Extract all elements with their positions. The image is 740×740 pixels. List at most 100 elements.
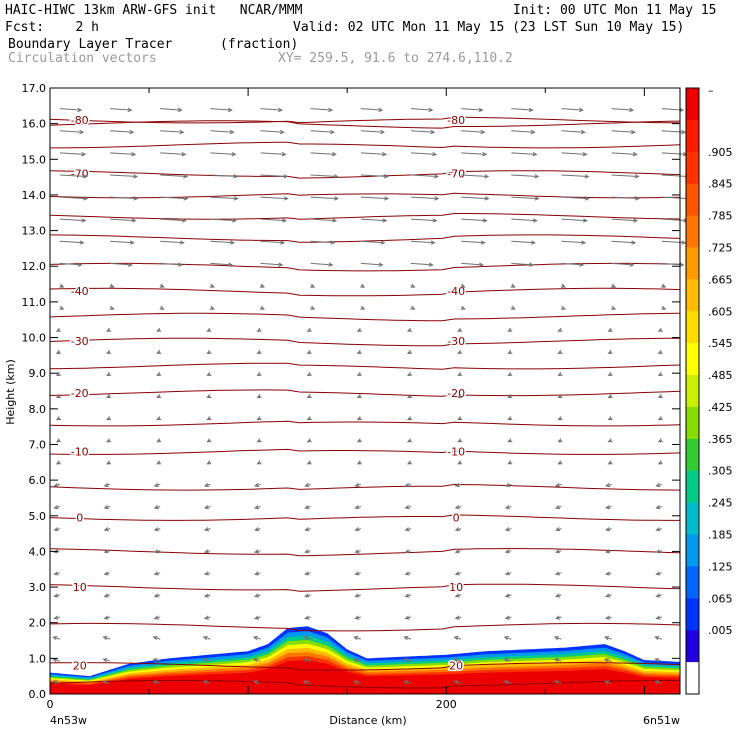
vector-arrowhead [406, 416, 413, 421]
vector-arrowhead [457, 371, 463, 376]
vector-arrowhead [404, 549, 410, 554]
vector-arrowhead [131, 151, 137, 157]
vector-arrowhead [231, 218, 237, 223]
circulation-vector [410, 108, 433, 111]
vector-arrowhead [280, 240, 286, 245]
circulation-vector [360, 108, 383, 111]
circulation-vector [260, 174, 288, 177]
y-tick-label: 2.0 [29, 617, 47, 630]
unlabeled-isotherm-11 [50, 141, 681, 149]
circulation-vector [110, 218, 136, 222]
vector-arrowhead [306, 327, 312, 332]
vector-arrowhead [256, 416, 262, 421]
colorbar-label: .605 [708, 305, 733, 318]
vector-arrowhead [634, 196, 640, 201]
circulation-vector [110, 108, 132, 111]
vector-arrowhead [159, 283, 165, 288]
vector-arrowhead [53, 482, 59, 488]
vector-arrowhead [77, 107, 83, 113]
vector-arrowhead [133, 174, 139, 179]
vector-arrowhead [360, 305, 366, 310]
vector-arrowhead [457, 393, 463, 399]
vector-arrowhead [230, 240, 236, 245]
vector-arrowhead [460, 305, 466, 310]
circulation-vector [160, 130, 184, 133]
circulation-vector [611, 262, 634, 266]
unlabeled-isotherm-5 [49, 362, 681, 370]
vector-arrowhead [484, 174, 490, 179]
y-tick-label: 5.0 [29, 510, 47, 523]
vector-arrowhead [356, 393, 362, 399]
vector-arrowhead [554, 593, 561, 598]
vector-arrowhead [478, 107, 484, 113]
circulation-vector [461, 130, 485, 133]
vector-arrowhead [507, 393, 513, 399]
colorbar-label: .485 [708, 369, 733, 382]
vector-arrowhead [507, 371, 513, 376]
vector-arrowhead [353, 636, 359, 641]
vector-arrowhead [127, 262, 133, 267]
vector-arrowhead [681, 129, 687, 135]
circulation-vector [661, 196, 690, 200]
vector-arrowhead [102, 658, 108, 663]
isotherm-label: -40 [447, 285, 465, 298]
colorbar-swatch [686, 534, 699, 567]
vector-arrowhead [457, 349, 463, 354]
vector-arrowhead [106, 393, 112, 399]
labeled-isotherm-28 [49, 116, 681, 124]
circulation-vector [561, 262, 584, 266]
vector-arrowhead [432, 218, 438, 223]
circulation-vector [511, 240, 535, 244]
circulation-vector [661, 240, 686, 244]
circulation-vector [260, 240, 285, 244]
vector-arrowhead [156, 393, 162, 399]
labeled-isotherm-21 [49, 583, 681, 592]
circulation-vector [260, 108, 282, 111]
vector-arrowhead [153, 482, 159, 488]
vector-arrowhead [661, 283, 667, 288]
vector-arrowhead [457, 438, 463, 443]
vector-arrowhead [360, 283, 366, 288]
vector-arrowhead [330, 240, 336, 245]
vector-arrowhead [183, 174, 189, 179]
circulation-vector [661, 174, 689, 177]
vector-arrowhead [428, 107, 434, 113]
vector-arrowhead [482, 151, 488, 157]
circulation-vector [511, 108, 533, 111]
vector-arrowhead [303, 680, 309, 685]
vector-arrowhead [603, 658, 610, 663]
vector-arrowhead [55, 438, 61, 443]
vector-arrowhead [504, 527, 510, 532]
circulation-vector [354, 636, 361, 640]
colorbar-label: .665 [708, 273, 733, 286]
vector-arrowhead [406, 438, 413, 443]
colorbar-label: .905 [708, 146, 733, 159]
circulation-vector [59, 240, 84, 244]
vector-arrowhead [203, 527, 209, 532]
colorbar-label: .065 [708, 592, 733, 605]
vector-arrowhead [55, 327, 61, 332]
y-axis-label: Height (km) [4, 359, 17, 425]
vector-arrowhead [453, 680, 459, 685]
vector-arrowhead [605, 505, 611, 510]
vector-arrowhead [557, 349, 563, 354]
vector-arrowhead [209, 305, 215, 310]
vector-arrowhead [557, 371, 563, 376]
vector-arrowhead [303, 636, 309, 641]
isotherm-label: -30 [447, 335, 465, 348]
circulation-vector [354, 658, 361, 662]
labeled-isotherm-23 [49, 448, 681, 455]
x-left-endpoint-label: 4n53w [50, 714, 87, 727]
vector-arrowhead [655, 527, 661, 532]
vector-arrowhead [404, 505, 410, 510]
vector-arrowhead [384, 196, 390, 201]
colorbar-label: .845 [708, 178, 733, 191]
vector-arrowhead [306, 416, 312, 421]
vector-arrowhead [382, 151, 388, 157]
vector-arrowhead [310, 305, 316, 310]
circulation-vector [410, 240, 435, 244]
vector-arrowhead [504, 505, 510, 510]
colorbar-swatch [686, 566, 699, 599]
vector-arrowhead [152, 658, 158, 663]
vector-arrowhead [654, 680, 660, 685]
